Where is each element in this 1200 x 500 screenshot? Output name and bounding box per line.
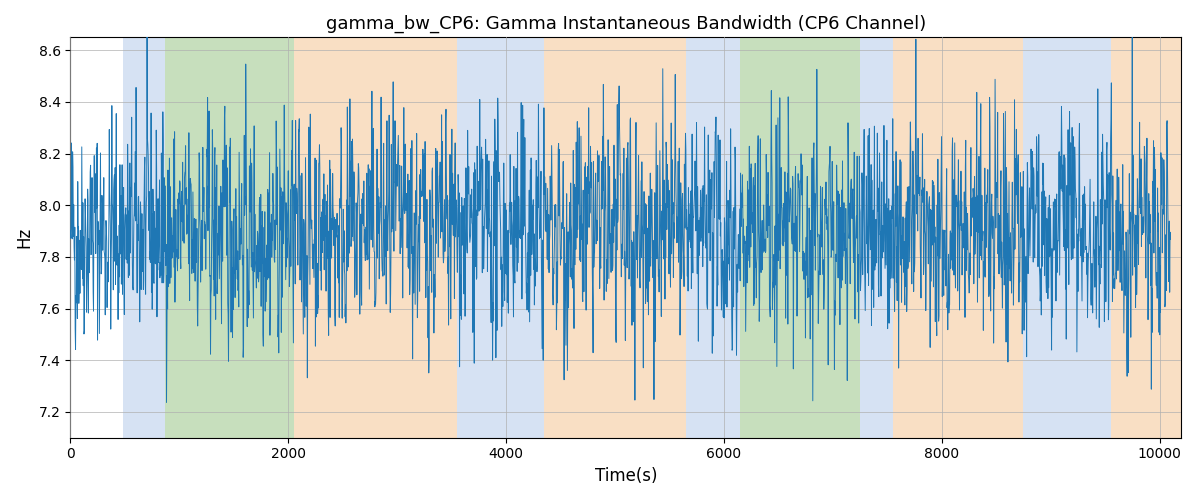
Bar [893,38,1024,438]
Bar [1024,38,1110,438]
Bar [1110,38,1181,438]
Bar [166,38,294,438]
Bar [544,38,685,438]
X-axis label: Time(s): Time(s) [595,467,658,485]
Bar [294,38,457,438]
Bar [860,38,893,438]
Bar [685,38,740,438]
Title: gamma_bw_CP6: Gamma Instantaneous Bandwidth (CP6 Channel): gamma_bw_CP6: Gamma Instantaneous Bandwi… [325,15,926,34]
Y-axis label: Hz: Hz [14,227,32,248]
Bar [457,38,544,438]
Bar [740,38,860,438]
Bar [122,38,166,438]
